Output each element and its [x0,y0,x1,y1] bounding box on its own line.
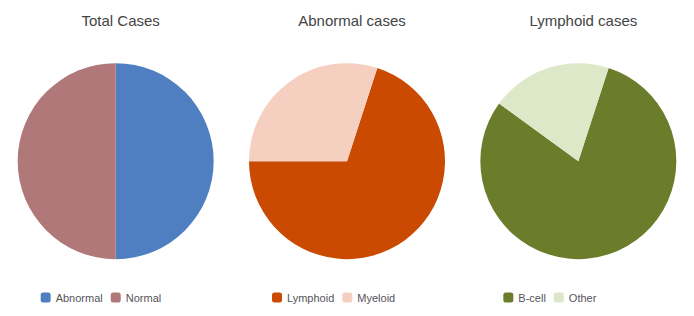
svg-text:Lymphoid: Lymphoid [287,292,334,304]
svg-text:Abnormal: Abnormal [56,292,103,304]
svg-text:B-cell: B-cell [518,292,546,304]
svg-text:Total Cases: Total Cases [81,12,159,29]
svg-text:Abnormal cases: Abnormal cases [298,12,406,29]
svg-text:Lymphoid cases: Lymphoid cases [529,12,637,29]
svg-text:Myeloid: Myeloid [357,292,395,304]
svg-text:Other: Other [569,292,597,304]
svg-text:Normal: Normal [126,292,161,304]
